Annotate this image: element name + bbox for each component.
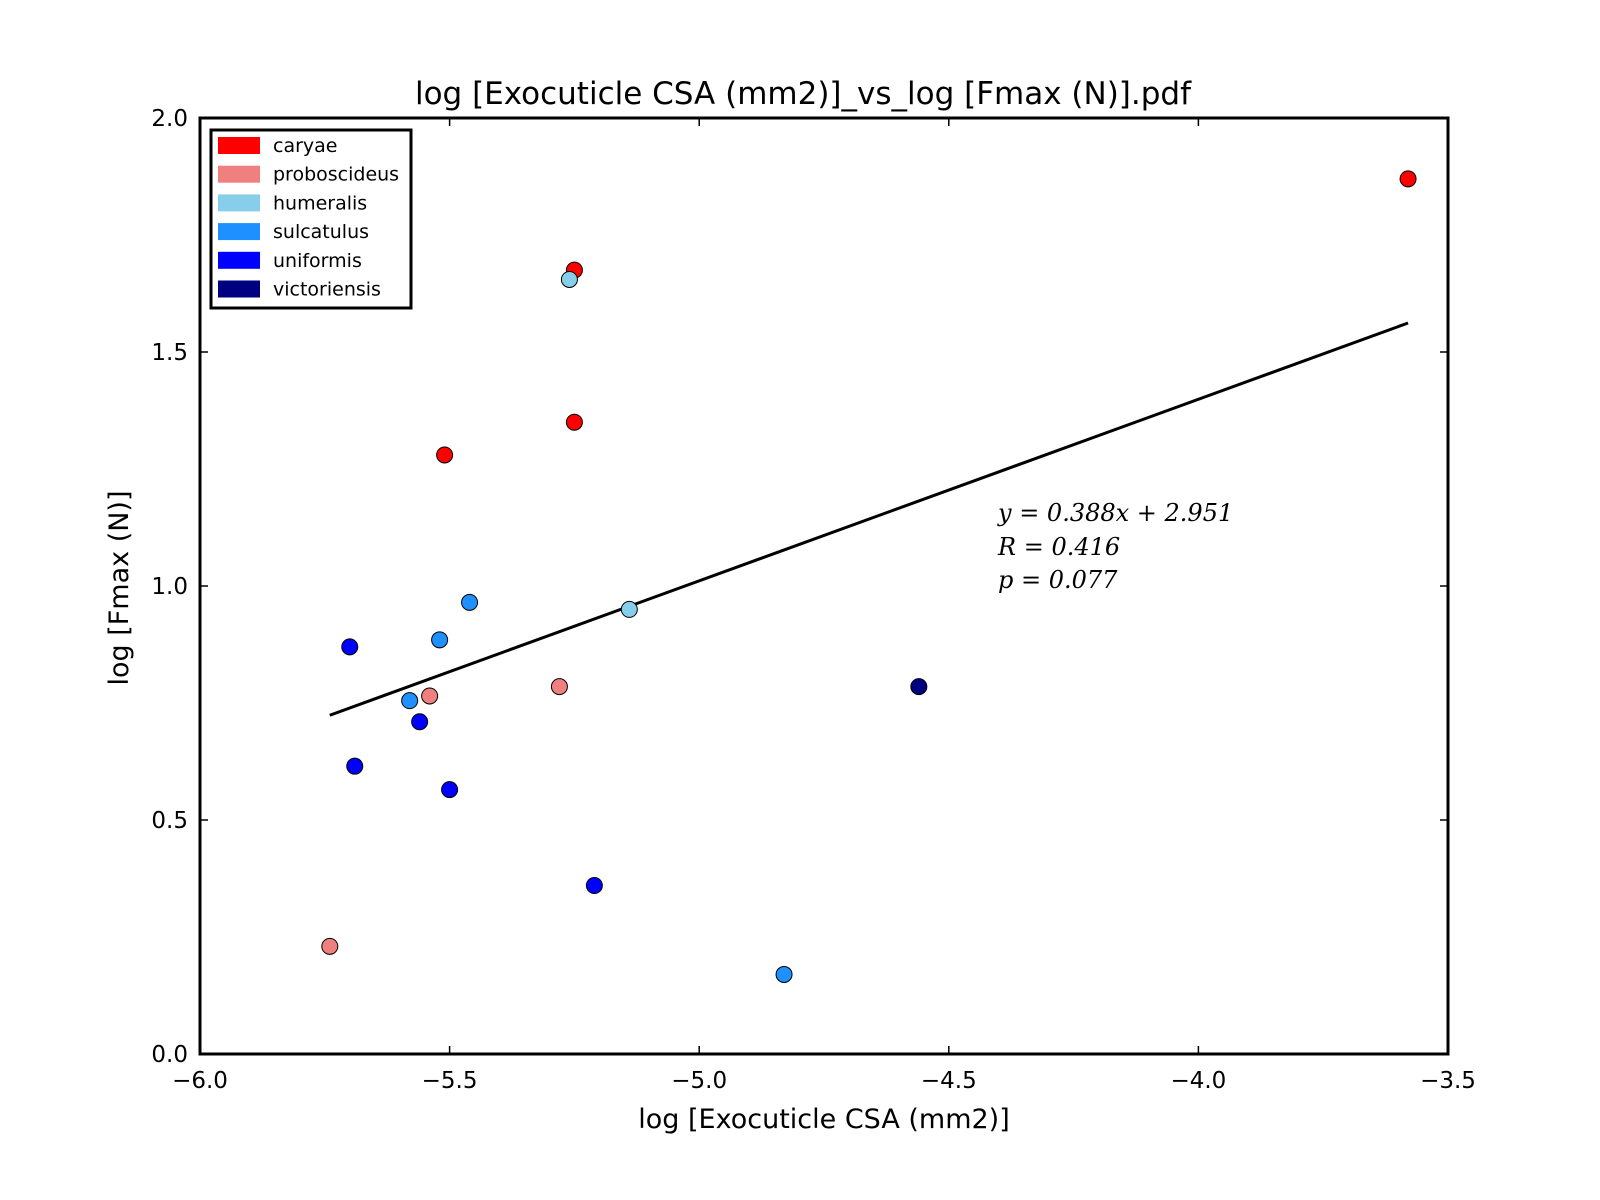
point-sulcatulus-1 — [431, 631, 449, 649]
point-caryae-1 — [565, 413, 583, 431]
point-uniformis-4 — [585, 877, 603, 895]
plot-area — [321, 170, 1417, 983]
legend-swatch-humeralis — [218, 194, 260, 212]
fit-annotation: y = 0.388x + 2.951 R = 0.416 p = 0.077 — [997, 499, 1233, 594]
legend-swatch-caryae — [218, 137, 260, 154]
legend: caryae proboscideus humeralis sulcatulus uni… — [209, 128, 413, 310]
legend-items: caryae proboscideus humeralis sulcatulus uni… — [218, 135, 399, 301]
point-sulcatulus-2 — [401, 692, 419, 710]
legend-label-caryae: caryae — [273, 135, 337, 157]
fit-r-value: R = 0.416 — [997, 533, 1120, 561]
point-caryae-3 — [1399, 170, 1417, 188]
point-uniformis-1 — [411, 713, 429, 731]
point-uniformis-0 — [341, 638, 359, 656]
x-tick-label: −4.5 — [921, 1068, 977, 1094]
x-tick-label: −5.0 — [671, 1068, 727, 1094]
legend-label-uniformis: uniformis — [273, 250, 362, 272]
x-tick-label: −6.0 — [172, 1068, 228, 1094]
point-uniformis-2 — [346, 757, 364, 775]
point-sulcatulus-3 — [775, 965, 793, 983]
point-proboscideus-1 — [550, 678, 568, 696]
legend-swatch-sulcatulus — [218, 223, 260, 241]
legend-label-proboscideus: proboscideus — [273, 164, 399, 186]
point-uniformis-3 — [441, 781, 459, 799]
legend-swatch-victoriensis — [218, 280, 260, 298]
point-humeralis-0 — [560, 270, 578, 288]
legend-label-humeralis: humeralis — [273, 192, 367, 214]
point-humeralis-1 — [620, 600, 638, 618]
point-victoriensis-0 — [910, 678, 928, 696]
fit-equation: y = 0.388x + 2.951 — [997, 499, 1233, 527]
point-caryae-2 — [436, 446, 454, 464]
x-tick-label: −3.5 — [1420, 1068, 1476, 1094]
fit-p-value: p = 0.077 — [998, 566, 1118, 594]
legend-swatch-uniformis — [218, 251, 260, 269]
legend-frame — [209, 128, 413, 310]
y-axis-label: log [Fmax (N)] — [104, 490, 135, 685]
y-tick-label: 0.5 — [151, 808, 188, 834]
x-tick-label: −4.0 — [1170, 1068, 1226, 1094]
point-sulcatulus-0 — [461, 593, 479, 611]
y-tick-label: 2.0 — [151, 106, 188, 132]
legend-label-sulcatulus: sulcatulus — [273, 221, 369, 243]
x-tick-label: −5.5 — [422, 1068, 478, 1094]
legend-swatch-proboscideus — [218, 165, 260, 183]
legend-label-victoriensis: victoriensis — [273, 279, 381, 301]
point-proboscideus-2 — [321, 937, 339, 955]
point-proboscideus-0 — [421, 687, 439, 705]
chart-title: log [Exocuticle CSA (mm2)]_vs_log [Fmax … — [415, 76, 1192, 112]
y-tick-label: 1.5 — [151, 340, 188, 366]
y-tick-label: 1.0 — [151, 574, 188, 600]
x-axis-label: log [Exocuticle CSA (mm2)] — [638, 1104, 1010, 1135]
regression-line — [329, 321, 1409, 717]
axis-ticks: −6.0 −5.5 −5.0 −4.5 −4.0 −3.5 0.0 0.5 1.0 1.5 2.0 — [151, 106, 1476, 1094]
y-tick-label: 0.0 — [151, 1042, 188, 1068]
